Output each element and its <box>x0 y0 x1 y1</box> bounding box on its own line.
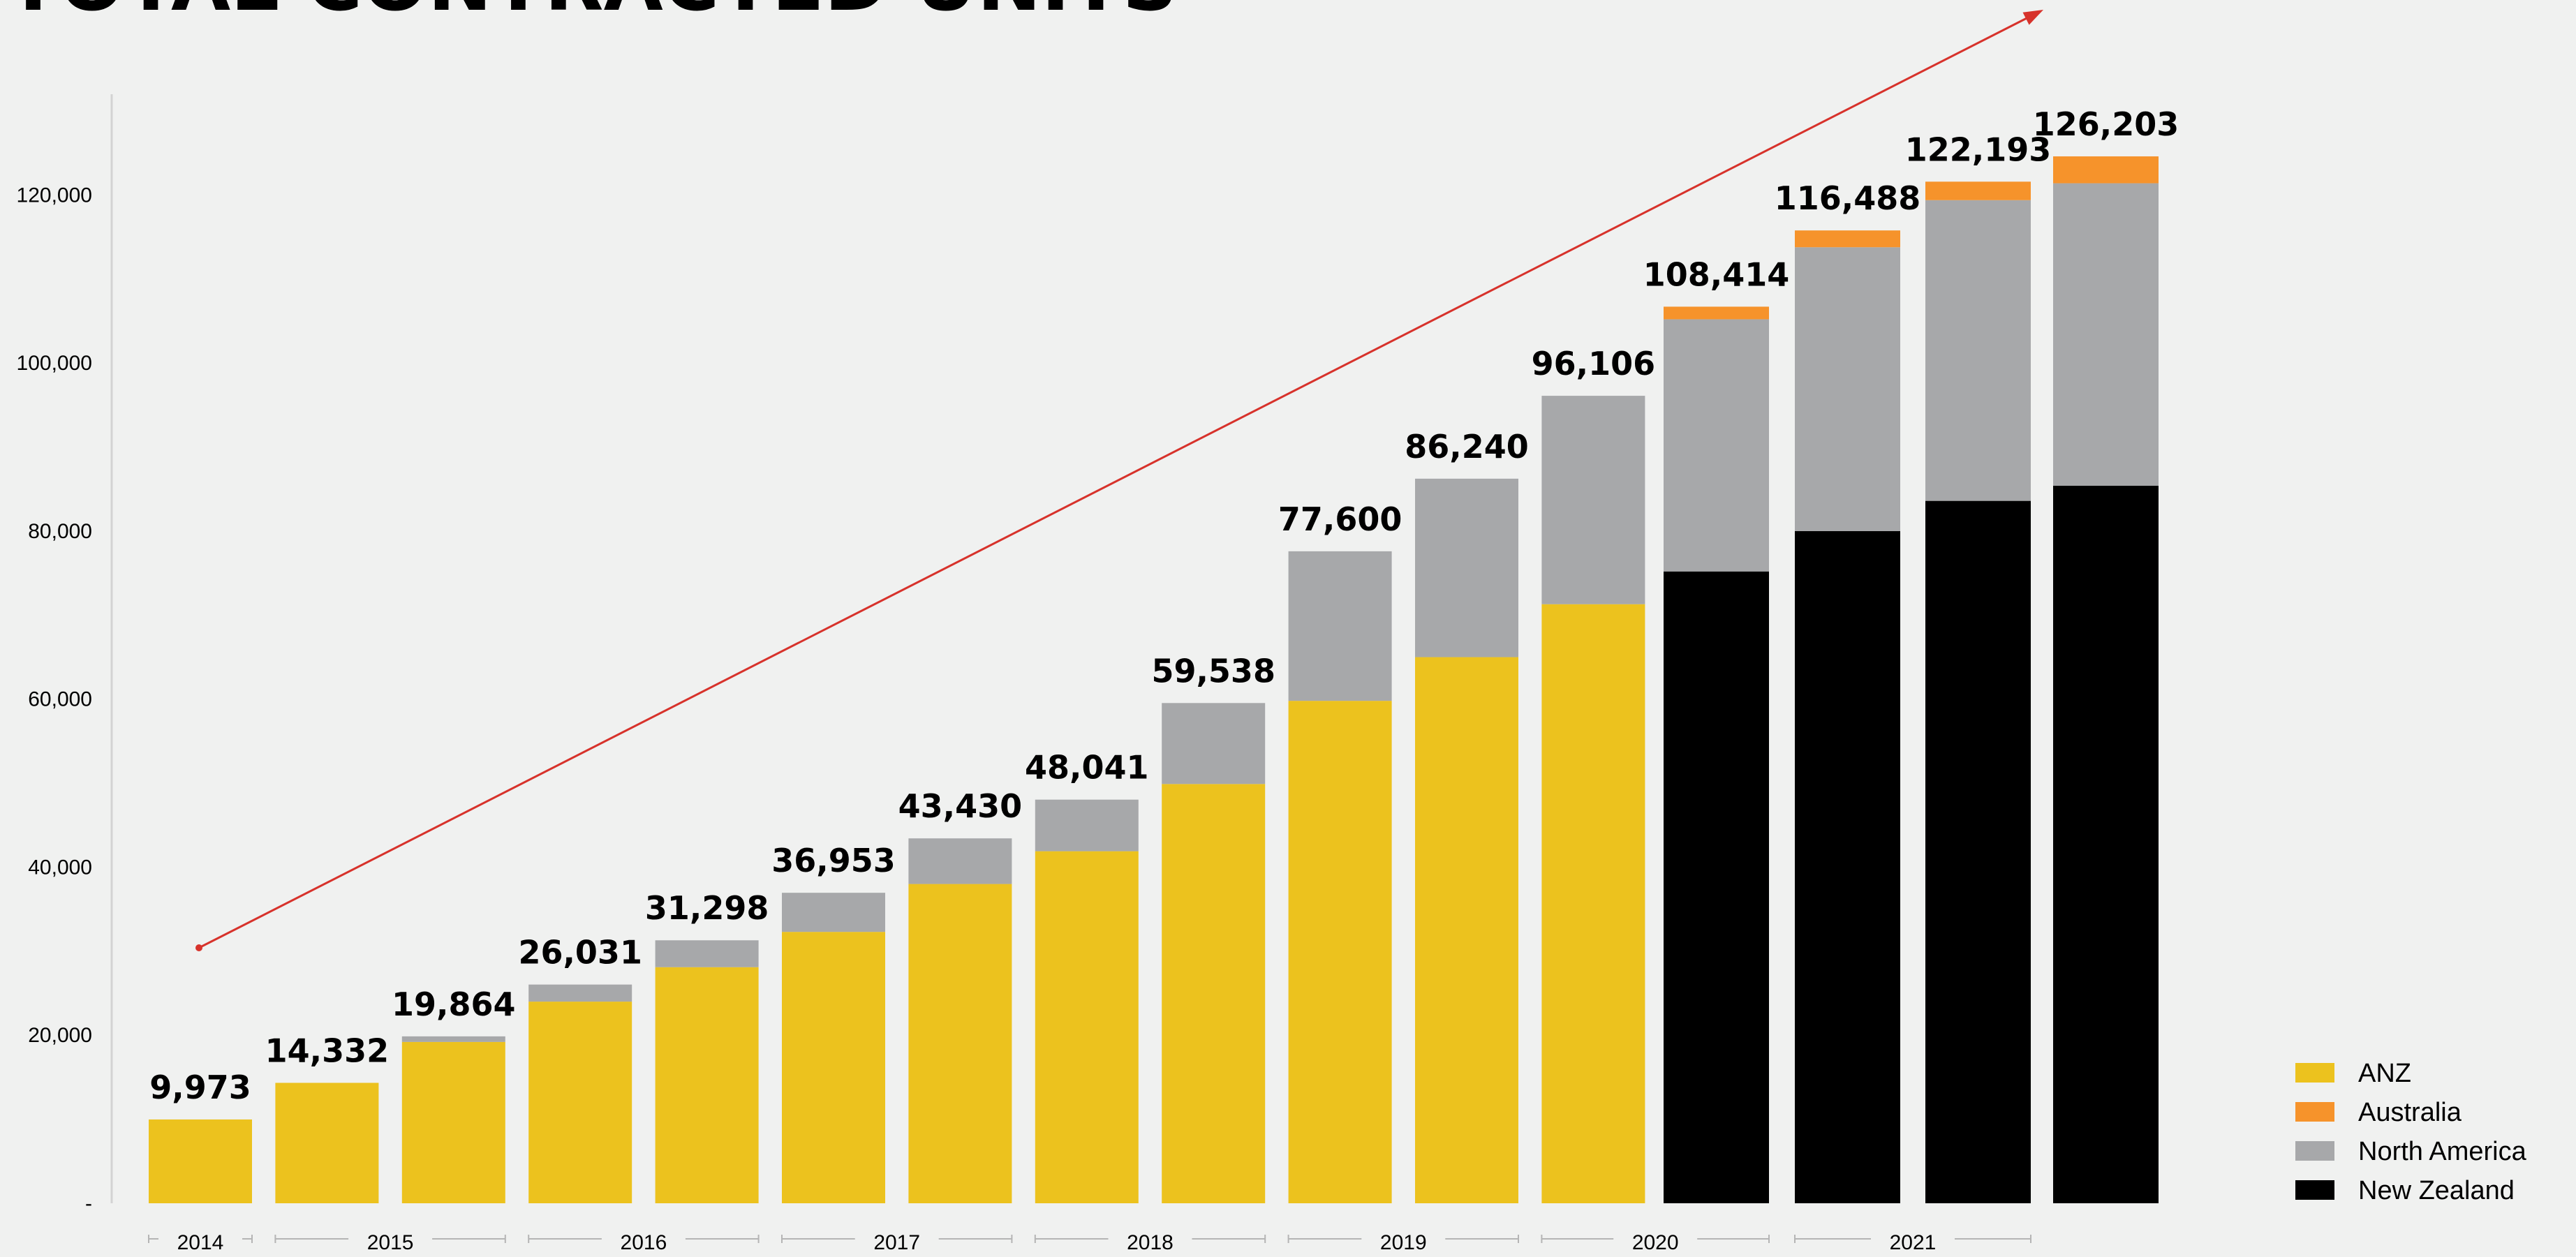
bar-segment-anz <box>528 1002 632 1203</box>
y-tick-label: 80,000 <box>28 520 92 543</box>
bar-segment-australia <box>1795 230 1900 248</box>
bar-total-label: 108,414 <box>1643 255 1790 293</box>
bar-segment-north-america <box>1415 478 1518 657</box>
bar-segment-anz <box>1415 657 1518 1203</box>
bar-segment-anz <box>401 1041 505 1203</box>
bar-segment-north-america <box>1541 396 1645 604</box>
legend-label: North America <box>2358 1137 2527 1166</box>
bar-segment-anz <box>1162 784 1266 1203</box>
x-group-label: 2020 <box>1632 1231 1679 1254</box>
bar-total-label: 43,430 <box>898 787 1023 825</box>
total-labels-layer: 9,973 14,33219,86426,03131,29836,95343,43… <box>149 105 2179 1106</box>
bar-segment-anz <box>1288 701 1392 1203</box>
bar-segment-anz <box>275 1083 379 1203</box>
trend-arrow-line <box>198 12 2037 949</box>
bar-total-label: 36,953 <box>771 842 896 879</box>
bar-total-label: 77,600 <box>1278 500 1402 538</box>
bar-segment-north-america <box>2053 183 2159 486</box>
legend-swatch-new-zealand <box>2295 1180 2334 1200</box>
x-group-label: 2019 <box>1380 1231 1427 1254</box>
bar-total-label: 48,041 <box>1025 749 1149 787</box>
bar-segment-anz <box>908 884 1012 1203</box>
bar-segment-australia <box>2053 156 2159 184</box>
bar-total-label: 59,538 <box>1151 652 1275 690</box>
x-group-label: 2021 <box>1890 1231 1937 1254</box>
bar-total-label: 19,864 <box>392 985 516 1023</box>
bar-total-label: 14,332 <box>265 1032 390 1069</box>
bar-segment-anz <box>655 967 759 1203</box>
bar-segment-new-zealand <box>1795 530 1900 1203</box>
chart-title: TOTAL CONTRACTED UNITS <box>7 0 1178 28</box>
bar-segment-north-america <box>528 984 632 1002</box>
bar-segment-north-america <box>782 893 885 932</box>
chart-title-layer: TOTAL CONTRACTED UNITS <box>7 0 1178 28</box>
bar-segment-north-america <box>1035 799 1139 851</box>
bar-segment-north-america <box>1288 551 1392 701</box>
bar-segment-new-zealand <box>1925 500 2031 1203</box>
legend-swatch-australia <box>2295 1102 2334 1122</box>
bar-segment-anz <box>782 932 885 1203</box>
bar-segment-north-america <box>1664 319 1769 572</box>
bar-total-label: 26,031 <box>518 934 642 972</box>
bar-total-label: 96,106 <box>1532 345 1656 382</box>
legend-label: ANZ <box>2358 1059 2411 1088</box>
y-tick-label: 120,000 <box>17 184 92 207</box>
bars-layer <box>149 156 2159 1204</box>
bar-segment-north-america <box>1162 703 1266 784</box>
bar-segment-north-america <box>655 940 759 967</box>
bar-total-label: 126,203 <box>2033 105 2179 143</box>
legend-swatch-anz <box>2295 1063 2334 1083</box>
x-group-label: 2016 <box>621 1231 667 1254</box>
bar-segment-australia <box>1925 181 2031 200</box>
legend-label: New Zealand <box>2358 1176 2515 1205</box>
bar-segment-australia <box>1664 306 1769 320</box>
y-tick-label: 40,000 <box>28 856 92 879</box>
bar-segment-anz <box>1541 604 1645 1203</box>
bar-total-label: 122,193 <box>1905 131 2052 168</box>
bar-total-label: 116,488 <box>1775 179 1921 217</box>
legend: ANZ Australia North America New Zealand <box>2295 1059 2527 1205</box>
legend-label: Australia <box>2358 1098 2462 1127</box>
bar-total-label: 9,973 <box>149 1069 251 1106</box>
bar-segment-new-zealand <box>2053 485 2159 1204</box>
x-group-label: 2017 <box>873 1231 920 1254</box>
x-group-label: 2018 <box>1127 1231 1174 1254</box>
trend-arrow-head <box>2022 10 2043 25</box>
trend-arrow <box>195 10 2043 951</box>
x-group-label: 2014 <box>177 1231 224 1254</box>
y-tick-label: 100,000 <box>17 352 92 375</box>
bar-segment-north-america <box>1925 200 2031 501</box>
y-tick-label: - <box>85 1192 92 1215</box>
x-group-label: 2015 <box>367 1231 414 1254</box>
bar-segment-new-zealand <box>1664 571 1769 1203</box>
y-tick-label: 20,000 <box>28 1024 92 1047</box>
x-axis: 2014 2015 2016 2017 2018 2019 2020 2021 <box>148 1231 2031 1254</box>
bar-total-label: 86,240 <box>1405 428 1529 466</box>
y-tick-label: 60,000 <box>28 688 92 711</box>
bar-segment-anz <box>149 1119 252 1203</box>
bar-segment-anz <box>1035 851 1139 1203</box>
bar-segment-north-america <box>401 1036 505 1042</box>
bar-segment-north-america <box>908 838 1012 884</box>
y-axis: - 20,000 40,000 60,000 80,000 100,000 120,000 <box>17 184 92 1215</box>
bar-segment-north-america <box>1795 247 1900 531</box>
bar-total-label: 31,298 <box>645 889 769 927</box>
legend-swatch-north-america <box>2295 1141 2334 1161</box>
